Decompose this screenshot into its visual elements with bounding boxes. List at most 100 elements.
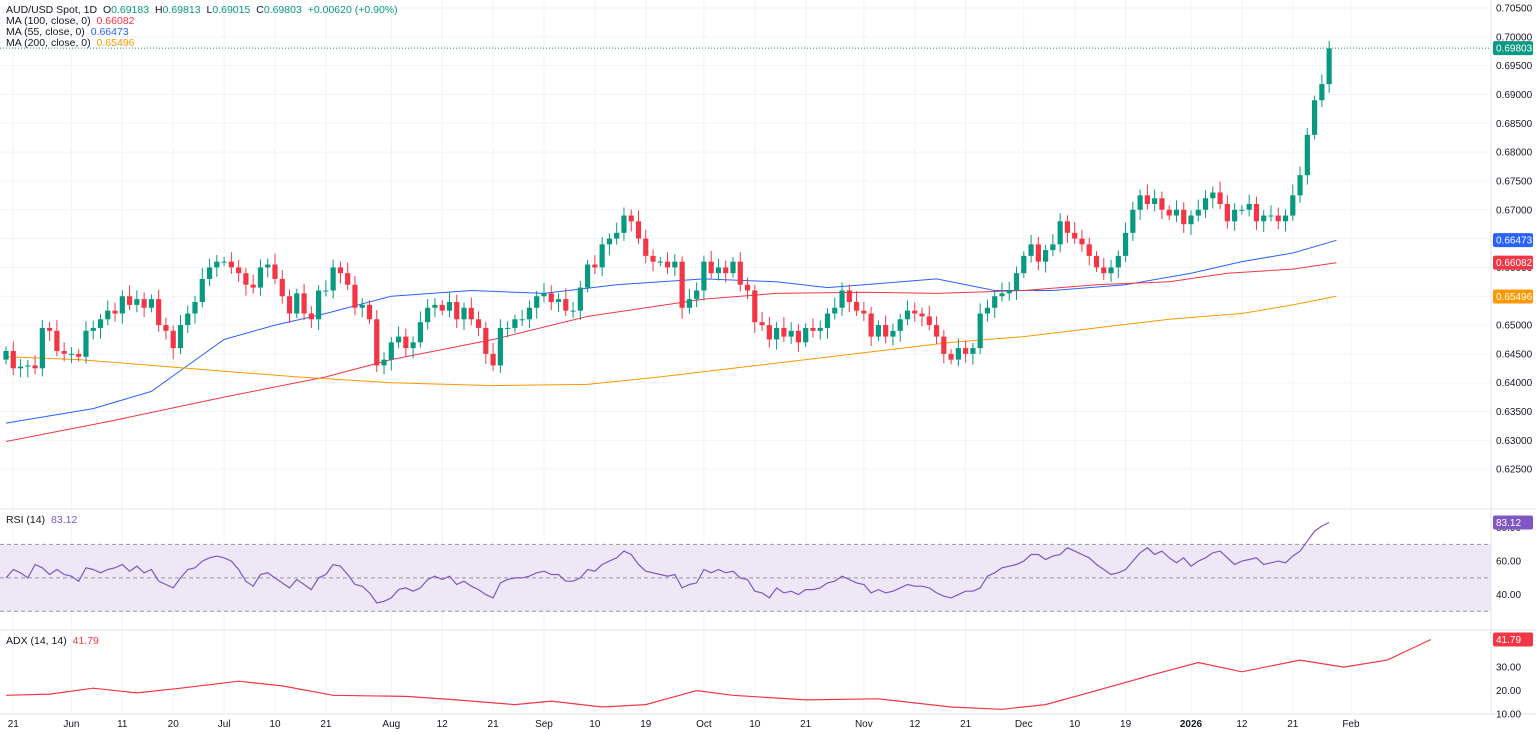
rsi-legend[interactable]: RSI (14) 83.12 [6, 515, 80, 526]
candle-body [1173, 209, 1180, 216]
candle-body [126, 296, 133, 305]
candle-down [170, 325, 176, 359]
high-value: 0.69813 [162, 4, 201, 16]
candle-body [1101, 267, 1107, 274]
candle-down [810, 318, 816, 338]
candle-up [606, 233, 613, 256]
badge-bg [1493, 289, 1533, 304]
candle-up [257, 259, 264, 296]
candle-body [316, 290, 322, 320]
candle-down [279, 270, 285, 304]
price-tick-label: 0.64000 [1496, 378, 1533, 389]
candle-body [839, 290, 845, 308]
candle-body [10, 351, 16, 369]
candle-up [977, 303, 983, 355]
ma100-label: MA (100, close, 0) [6, 15, 91, 27]
candle-down [10, 341, 16, 375]
symbol-legend[interactable]: AUD/USD Spot, 1D O0.69183 H0.69813 L0.69… [6, 5, 401, 16]
candle-up [701, 255, 707, 301]
candle-up [1304, 128, 1310, 185]
candle-up [1006, 281, 1012, 301]
low-value: 0.69015 [212, 4, 251, 16]
candle-down [628, 209, 634, 232]
candle-body [1282, 215, 1289, 222]
adx-line-group [5, 638, 1432, 710]
candle-down [723, 260, 729, 283]
candle-up [1115, 250, 1121, 279]
rsi-band [0, 543, 1491, 612]
candle-body [941, 336, 947, 354]
candle-body [185, 313, 191, 326]
candle-down [643, 229, 649, 264]
candle-up [890, 323, 896, 346]
candle-up [446, 292, 453, 318]
candle-body [570, 310, 576, 312]
candle-body [1021, 255, 1027, 274]
badge-bg [1493, 41, 1533, 56]
candle-up [803, 323, 809, 347]
candle-body [824, 313, 831, 328]
candle-body [1188, 215, 1194, 225]
candle-body [897, 319, 903, 331]
candle-body [555, 299, 562, 302]
candle-up [206, 258, 213, 287]
candle-body [512, 319, 518, 328]
candle-up [425, 299, 431, 330]
candle-up [381, 352, 387, 375]
candle-down [475, 311, 482, 337]
candle-down [250, 274, 256, 294]
price-tick-label: 0.68500 [1496, 119, 1533, 130]
price-tick-label: 0.69000 [1496, 90, 1533, 101]
candle-up [519, 309, 525, 326]
candle-body [1202, 198, 1209, 210]
time-axis[interactable]: 21 Jun 11 20 Jul 10 21 Aug 12 21 Sep 10 19 Oct 10 21 Nov… [8, 719, 1360, 730]
candle-up [875, 320, 881, 342]
candle-body [1050, 244, 1056, 251]
candle-up [134, 290, 140, 313]
candle-up [570, 301, 576, 319]
candle-body [156, 299, 162, 326]
candle-body [999, 293, 1005, 297]
candle-body [868, 313, 874, 337]
candle-up [1202, 190, 1209, 218]
candle-body [563, 299, 569, 311]
adx-legend[interactable]: ADX (14, 14) 41.79 [6, 636, 102, 647]
candle-body [592, 264, 598, 268]
ma55-legend[interactable]: MA (55, close, 0) 0.66473 [6, 27, 132, 38]
candle-body [25, 365, 31, 367]
candle-up [294, 288, 300, 319]
candle-body [1043, 250, 1049, 262]
candle-body [1166, 209, 1172, 216]
price-axis[interactable]: 0.62500 0.63000 0.63500 0.64000 0.64500 0.650… [1496, 4, 1533, 721]
candle-up [955, 338, 961, 367]
badge-text: 0.66082 [1496, 258, 1533, 269]
candle-body [1268, 215, 1274, 217]
price-tick-label: 0.68000 [1496, 148, 1533, 159]
candle-up [817, 320, 823, 340]
candle-down [919, 307, 925, 327]
candle-up [541, 283, 547, 303]
candle-down [236, 260, 242, 282]
candle-body [963, 348, 969, 354]
ma100-legend[interactable]: MA (100, close, 0) 0.66082 [6, 16, 138, 27]
badge-bg [1493, 233, 1533, 248]
candle-down [366, 300, 373, 324]
candlesticks [0, 40, 1491, 378]
candle-down [1086, 237, 1092, 266]
time-tick-label: Aug [382, 719, 400, 730]
ma200-legend[interactable]: MA (200, close, 0) 0.65496 [6, 38, 138, 49]
rsi-label: RSI (14) [6, 514, 46, 526]
candle-body [933, 325, 940, 337]
candle-up [512, 314, 518, 333]
candle-down [861, 301, 867, 321]
candle-down [853, 291, 860, 316]
candle-down [61, 342, 67, 362]
candle-body [221, 261, 227, 263]
candle-up [1108, 260, 1114, 282]
candle-down [1035, 236, 1041, 271]
candle-down [1101, 257, 1107, 280]
candle-body [1028, 244, 1034, 256]
candle-up [839, 282, 845, 316]
candle-body [628, 215, 634, 222]
